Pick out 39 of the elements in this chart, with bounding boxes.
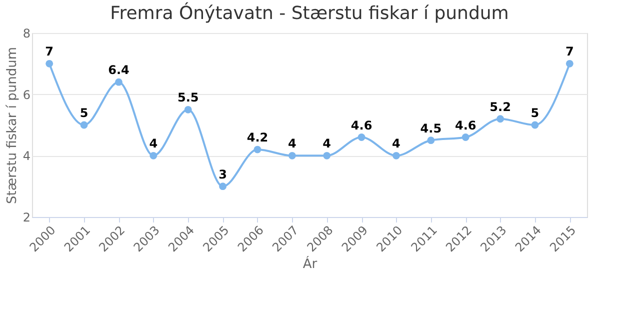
- data-label: 4: [322, 136, 332, 151]
- point: [323, 152, 331, 160]
- data-label: 4.5: [420, 121, 442, 136]
- x-axis-title: Ár: [302, 254, 318, 272]
- point: [184, 106, 192, 114]
- data-label: 4: [149, 136, 158, 151]
- data-label: 5: [80, 106, 88, 120]
- point: [358, 134, 366, 141]
- data-label: 7: [45, 44, 54, 59]
- point: [46, 60, 54, 68]
- data-label: 5.2: [490, 100, 511, 114]
- point: [150, 152, 158, 160]
- data-label: 3: [218, 167, 227, 182]
- y-tick-label: 6: [22, 88, 30, 102]
- data-label: 6.4: [108, 63, 130, 78]
- data-label: 5: [530, 106, 540, 120]
- data-label: 7: [565, 44, 574, 59]
- y-axis-title: Stærstu fiskar í pundum: [4, 46, 20, 204]
- y-tick-label: 2: [22, 210, 30, 224]
- point: [219, 182, 226, 190]
- point: [254, 146, 262, 154]
- data-label: 4.2: [246, 130, 268, 145]
- point: [462, 134, 470, 141]
- data-label: 5.5: [177, 90, 199, 105]
- data-label: 4.6: [454, 118, 476, 132]
- y-tick-label: 4: [22, 149, 30, 164]
- point: [427, 136, 435, 144]
- data-label: 4.6: [350, 118, 372, 132]
- point: [80, 121, 88, 129]
- point: [496, 115, 504, 123]
- y-tick-label: 8: [22, 26, 30, 40]
- point: [531, 121, 539, 129]
- data-label: 4: [392, 136, 400, 151]
- point: [566, 60, 574, 68]
- chart-title: Fremra Ónýtavatn - Stærstu fiskar í pundum: [110, 2, 509, 24]
- point: [115, 78, 122, 86]
- point: [288, 152, 296, 160]
- point: [392, 152, 400, 160]
- data-label: 4: [288, 136, 296, 151]
